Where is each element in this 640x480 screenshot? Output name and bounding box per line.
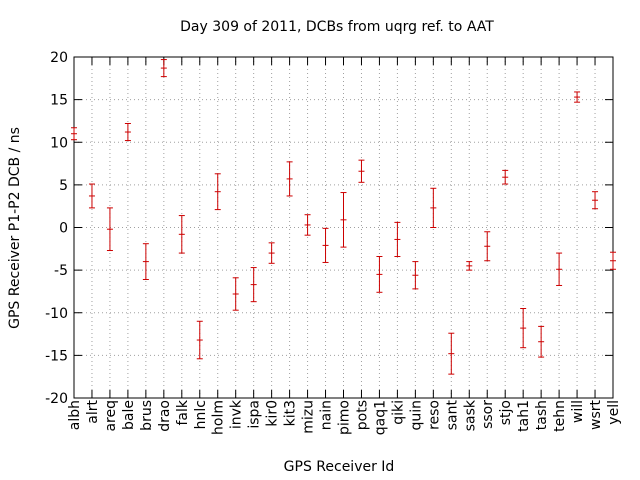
x-tick-label: pots xyxy=(354,400,370,430)
y-tick-label: 15 xyxy=(50,93,68,109)
error-bar-ssor xyxy=(484,231,491,262)
x-tick-label: sant xyxy=(444,400,460,431)
error-bar-holm xyxy=(214,173,221,211)
x-tick-label: ssor xyxy=(480,400,496,429)
x-tick-label: falk xyxy=(175,399,191,425)
y-tick-label: 5 xyxy=(59,178,68,194)
y-tick-label: -20 xyxy=(45,391,68,407)
error-bar-hnlc xyxy=(196,320,203,360)
error-bar-quin xyxy=(412,261,419,290)
y-tick-label: -15 xyxy=(45,348,68,364)
error-bar-stjo xyxy=(502,169,509,185)
error-bar-qiki xyxy=(394,221,401,257)
error-bar-kit3 xyxy=(286,161,293,197)
x-tick-label: qaq1 xyxy=(372,400,388,435)
error-bar-tehn xyxy=(556,252,563,286)
x-tick-label: wsrt xyxy=(588,400,604,431)
x-tick-label: kit3 xyxy=(283,400,299,426)
x-tick-label: brus xyxy=(139,400,155,431)
error-bar-ispa xyxy=(250,267,257,303)
error-bar-invk xyxy=(232,277,239,311)
x-tick-label: kir0 xyxy=(265,400,281,427)
y-axis-ticks: 20 15 10 5 0 -5 -10 -15 -20 xyxy=(45,50,613,407)
error-bar-areq xyxy=(106,207,113,252)
x-tick-label: stjo xyxy=(498,400,514,425)
error-bar-falk xyxy=(178,215,185,254)
y-axis-label: GPS Receiver P1-P2 DCB / ns xyxy=(7,127,23,329)
x-tick-label: mizu xyxy=(301,400,317,434)
x-tick-label: tah1 xyxy=(516,400,532,432)
x-tick-label: tehn xyxy=(552,400,568,432)
x-tick-label: quin xyxy=(408,400,424,431)
x-tick-label: bale xyxy=(121,400,137,430)
x-tick-label: sask xyxy=(462,399,478,431)
x-tick-label: alrt xyxy=(85,399,101,423)
y-tick-label: -10 xyxy=(45,306,68,322)
error-bar-mizu xyxy=(304,214,311,236)
error-bar-albh xyxy=(71,127,77,141)
error-bar-sask xyxy=(466,261,473,271)
y-tick-label: 10 xyxy=(50,135,68,151)
error-bar-qaq1 xyxy=(376,255,383,293)
error-bar-yell xyxy=(610,251,616,270)
error-bar-kir0 xyxy=(268,242,275,264)
x-tick-label: albh xyxy=(67,400,83,430)
x-tick-label: drao xyxy=(157,400,173,432)
x-axis-label: GPS Receiver Id xyxy=(284,459,395,475)
x-tick-label: will xyxy=(570,400,586,423)
error-bar-reso xyxy=(430,187,437,228)
error-bar-tash xyxy=(538,325,545,358)
error-bar-pots xyxy=(358,159,365,183)
error-bars xyxy=(71,59,616,375)
y-tick-label: 0 xyxy=(59,221,68,237)
error-bar-brus xyxy=(142,243,149,281)
error-bar-pimo xyxy=(340,192,347,248)
x-tick-label: reso xyxy=(426,400,442,430)
error-bar-drao xyxy=(160,59,167,78)
x-tick-label: areq xyxy=(103,400,119,432)
error-bar-will xyxy=(574,91,581,103)
y-tick-label: -5 xyxy=(54,263,68,279)
x-tick-label: ispa xyxy=(247,400,263,429)
error-bar-sant xyxy=(448,332,455,375)
x-tick-label: yell xyxy=(606,400,622,425)
error-bar-bale xyxy=(124,122,131,142)
plot-frame xyxy=(73,56,614,399)
x-tick-label: qiki xyxy=(390,400,406,425)
chart-title: Day 309 of 2011, DCBs from uqrg ref. to … xyxy=(180,19,494,35)
error-bar-wsrt xyxy=(592,191,599,210)
x-tick-label: holm xyxy=(211,400,227,435)
x-tick-label: invk xyxy=(229,399,245,429)
error-bar-alrt xyxy=(88,183,95,209)
x-tick-label: pimo xyxy=(337,400,353,435)
x-tick-label: nain xyxy=(319,400,335,430)
error-bar-tah1 xyxy=(520,307,527,349)
x-axis-ticks: albh alrt areq bale brus drao falk hnlc holm invk… xyxy=(67,57,622,435)
x-tick-label: hnlc xyxy=(193,400,209,429)
x-tick-label: tash xyxy=(534,400,550,430)
y-tick-label: 20 xyxy=(50,50,68,66)
error-bar-nain xyxy=(322,227,329,263)
